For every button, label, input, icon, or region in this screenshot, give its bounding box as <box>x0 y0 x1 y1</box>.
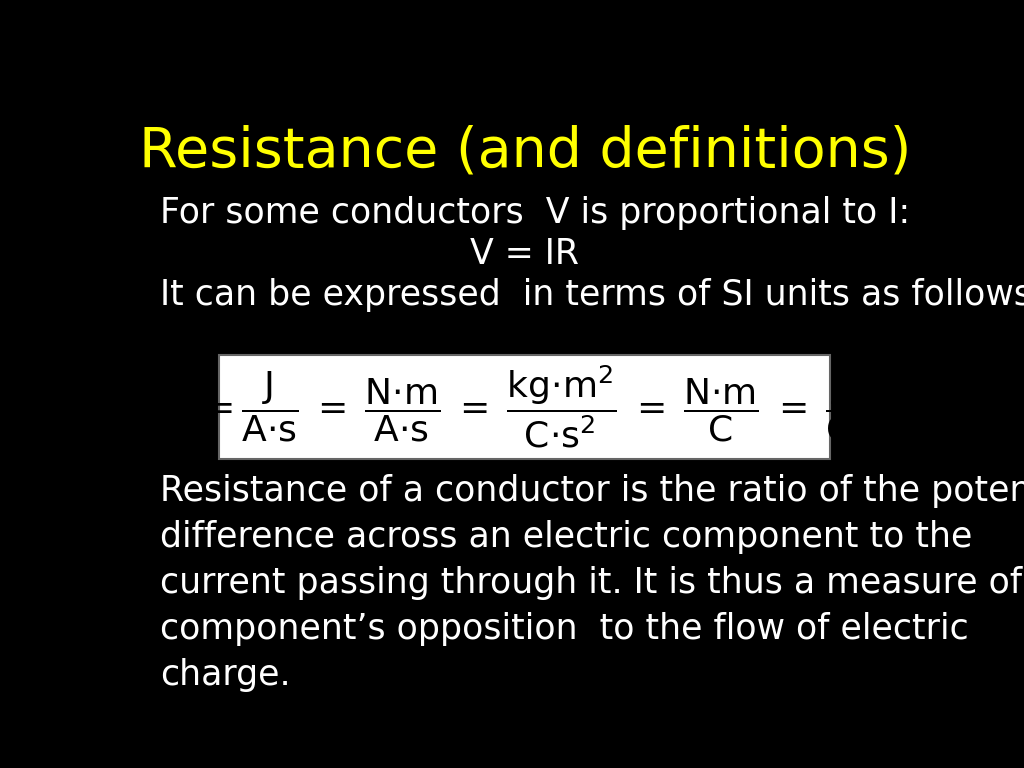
Text: Resistance (and definitions): Resistance (and definitions) <box>138 124 911 179</box>
Text: Resistance of a conductor is the ratio of the potential
difference across an ele: Resistance of a conductor is the ratio o… <box>160 474 1024 692</box>
Text: For some conductors  V is proportional to I:: For some conductors V is proportional to… <box>160 196 910 230</box>
FancyBboxPatch shape <box>219 356 830 458</box>
Text: V = IR: V = IR <box>470 237 580 271</box>
Text: It can be expressed  in terms of SI units as follows:: It can be expressed in terms of SI units… <box>160 279 1024 313</box>
Text: $= \dfrac{\mathrm{J}}{\mathrm{A{\cdot}s}}\;=\; \dfrac{\mathrm{N{\cdot}m}}{\mathr: $= \dfrac{\mathrm{J}}{\mathrm{A{\cdot}s}… <box>197 364 853 450</box>
